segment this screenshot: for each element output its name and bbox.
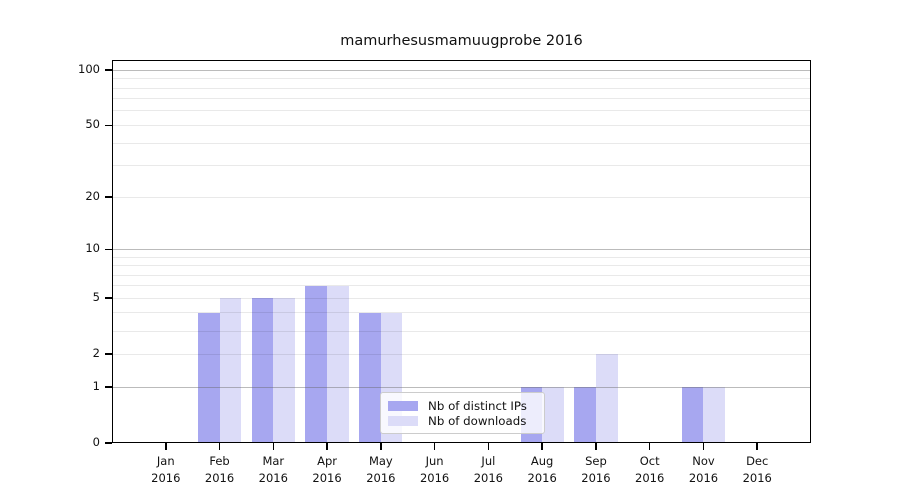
x-tick-label: Jul 2016 (473, 454, 504, 485)
minor-gridline (112, 256, 811, 258)
minor-gridline (112, 312, 811, 314)
minor-gridline (112, 265, 811, 266)
minor-gridline (112, 196, 811, 198)
minor-gridline (112, 110, 811, 112)
y-tick-label: 50 (85, 117, 100, 132)
bar-nov-downloads (703, 387, 726, 443)
y-tick-mark (105, 248, 112, 251)
x-tick-label: Oct 2016 (635, 454, 665, 485)
y-tick-label: 1 (92, 379, 100, 393)
x-tick-label: Feb 2016 (204, 454, 235, 485)
x-tick-mark (648, 443, 651, 450)
y-tick-mark (105, 297, 112, 300)
major-gridline (112, 248, 811, 250)
minor-gridline (112, 274, 811, 276)
x-tick-mark (541, 443, 543, 450)
x-tick-label: Mar 2016 (258, 454, 288, 485)
legend-entry-downloads: Nb of downloads (388, 413, 536, 428)
minor-gridline (112, 353, 811, 355)
y-tick-mark (105, 124, 112, 127)
x-tick-label: Sep 2016 (581, 454, 611, 485)
minor-gridline (112, 330, 811, 332)
x-tick-label: Apr 2016 (312, 454, 342, 485)
downloads-swatch-icon (388, 415, 418, 426)
x-tick-label: Nov 2016 (688, 454, 719, 485)
y-tick-label: 0 (92, 435, 100, 449)
x-tick-mark (326, 443, 328, 450)
bar-apr-ips (305, 285, 328, 443)
minor-gridline (112, 78, 811, 80)
y-tick-mark (105, 386, 112, 388)
y-tick-label: 10 (85, 241, 100, 256)
bar-aug-downloads (542, 387, 564, 443)
x-tick-label: Aug 2016 (527, 454, 557, 485)
bar-feb-ips (197, 312, 220, 443)
y-tick-label: 20 (85, 189, 100, 204)
minor-gridline (112, 285, 811, 287)
y-tick-label: 5 (92, 290, 100, 305)
minor-gridline (112, 297, 811, 299)
x-tick-label: May 2016 (366, 454, 396, 485)
minor-gridline (112, 87, 811, 89)
y-tick-mark (105, 196, 112, 198)
y-tick-label: 2 (92, 346, 100, 361)
x-tick-label: Jan 2016 (151, 454, 181, 485)
bar-mar-ips (251, 298, 274, 443)
x-tick-mark (595, 443, 597, 450)
x-tick-mark (218, 443, 221, 450)
y-tick-mark (105, 442, 112, 444)
minor-gridline (112, 165, 811, 167)
bar-sep-ips (574, 387, 596, 443)
bar-apr-downloads (327, 285, 349, 443)
x-tick-mark (433, 443, 436, 450)
legend-label-distinct-ips: Nb of distinct IPs (428, 398, 527, 413)
chart-title: mamurhesusmamuugprobe 2016 (340, 33, 583, 49)
x-tick-mark (702, 443, 705, 450)
bar-feb-downloads (219, 298, 242, 443)
minor-gridline (112, 142, 811, 144)
bar-may-ips (359, 312, 381, 443)
chart-legend: Nb of distinct IPs Nb of downloads (380, 392, 545, 434)
x-tick-mark (272, 443, 275, 450)
y-tick-label: 100 (78, 62, 100, 77)
distinct-ips-swatch-icon (388, 400, 418, 411)
y-tick-mark (105, 353, 112, 356)
major-gridline (112, 386, 811, 388)
y-tick-mark (105, 69, 112, 71)
minor-gridline (112, 98, 811, 100)
x-tick-label: Jun 2016 (419, 454, 450, 485)
major-gridline (112, 69, 811, 71)
x-tick-mark (164, 443, 167, 450)
bar-mar-downloads (273, 298, 295, 443)
x-tick-mark (380, 443, 382, 450)
minor-gridline (112, 124, 811, 126)
legend-entry-distinct-ips: Nb of distinct IPs (388, 398, 536, 413)
bar-sep-downloads (595, 354, 618, 443)
x-tick-label: Dec 2016 (742, 454, 772, 485)
legend-label-downloads: Nb of downloads (428, 413, 527, 428)
x-tick-mark (756, 443, 759, 450)
bar-nov-ips (681, 387, 704, 443)
x-tick-mark (487, 443, 490, 450)
